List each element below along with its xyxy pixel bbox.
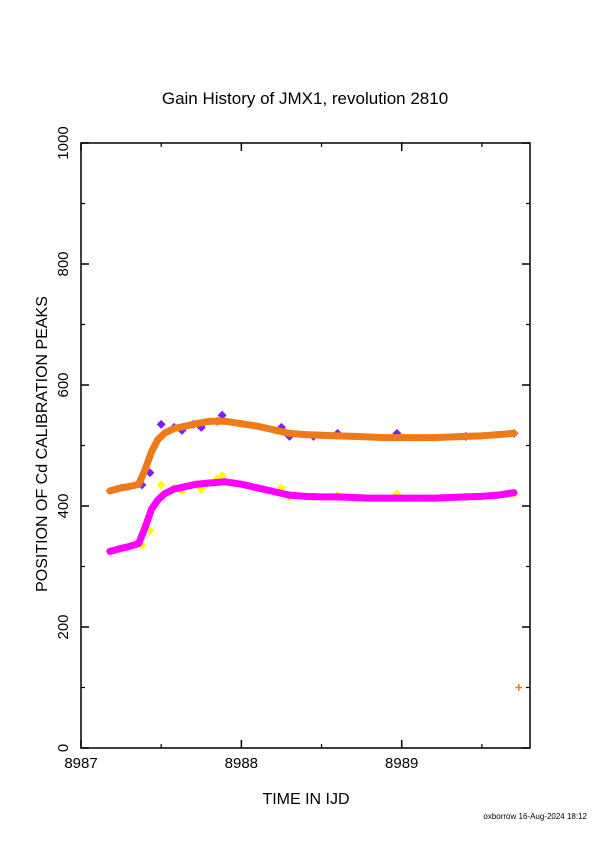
data-point [366,494,374,502]
data-point [181,483,189,491]
x-axis-label: TIME IN IJD [262,791,349,808]
data-point [510,429,518,437]
data-point [253,484,261,492]
data-point [221,417,229,425]
data-point [382,494,390,502]
data-point [154,496,162,504]
data-point [414,434,422,442]
series-3-band [106,478,518,555]
data-point [285,491,293,499]
data-point [334,493,342,501]
data-point [135,480,143,488]
data-point [350,494,358,502]
data-point [170,485,178,493]
data-point [141,466,149,474]
data-point [217,410,227,420]
y-tick-label: 1000 [55,126,72,159]
data-point [398,494,406,502]
data-point [221,478,229,486]
data-point [205,479,213,487]
data-point [515,684,523,691]
data-point [285,429,293,437]
data-point [170,425,178,433]
data-point [334,432,342,440]
x-tick-label: 8987 [64,755,97,772]
chart-marks [106,410,523,691]
data-point [430,434,438,442]
data-point [462,493,470,501]
data-point [269,426,277,434]
data-point [398,434,406,442]
timestamp-footer: oxborrow 16-Aug-2024 18:12 [483,812,587,821]
data-point [160,490,168,498]
data-point [106,547,114,555]
data-point [156,419,166,429]
y-axis-label: POSITION OF Cd CALIBRATION PEAKS [34,296,51,592]
series-1-band [106,417,518,495]
data-point [253,422,261,430]
data-point [494,491,502,499]
x-tick-label: 8988 [225,755,258,772]
data-point [302,431,309,439]
y-tick-label: 600 [55,372,72,397]
plot-frame [80,142,531,749]
data-point [125,483,133,491]
data-point [160,429,168,437]
data-point [117,484,125,492]
chart-title: Gain History of JMX1, revolution 2810 [162,89,448,108]
series-1 [106,417,523,691]
data-point [366,433,374,441]
data-point [318,493,326,501]
data-point [192,480,200,488]
data-point [148,505,156,513]
data-point [510,489,518,497]
data-point [217,471,227,481]
y-tick-label: 800 [55,251,72,276]
x-tick-label: 8989 [385,755,418,772]
series-3 [106,478,518,555]
data-point [430,494,438,502]
data-point [205,417,213,425]
data-point [382,434,390,442]
data-point [237,480,245,488]
data-point [414,494,422,502]
data-point [148,448,156,456]
data-point [269,487,277,495]
data-point [318,431,326,439]
data-point [478,492,486,500]
axis-ticks: 0 200 400 600 800 1000 8987 8988 8989 [55,126,530,772]
data-point [125,543,133,551]
data-point [350,432,358,440]
y-tick-label: 400 [55,493,72,518]
data-point [192,420,200,428]
data-point [478,432,486,440]
data-point [237,420,245,428]
data-point [156,480,166,490]
data-point [302,492,309,500]
data-point [135,540,143,548]
data-point [117,544,125,552]
data-point [141,523,149,531]
data-point [494,431,502,439]
data-point [154,435,162,443]
data-point [446,494,454,502]
data-point [446,433,454,441]
data-point [106,487,114,495]
y-tick-label: 0 [55,744,72,752]
data-point [462,432,470,440]
y-tick-label: 200 [55,614,72,639]
data-point [181,422,189,430]
